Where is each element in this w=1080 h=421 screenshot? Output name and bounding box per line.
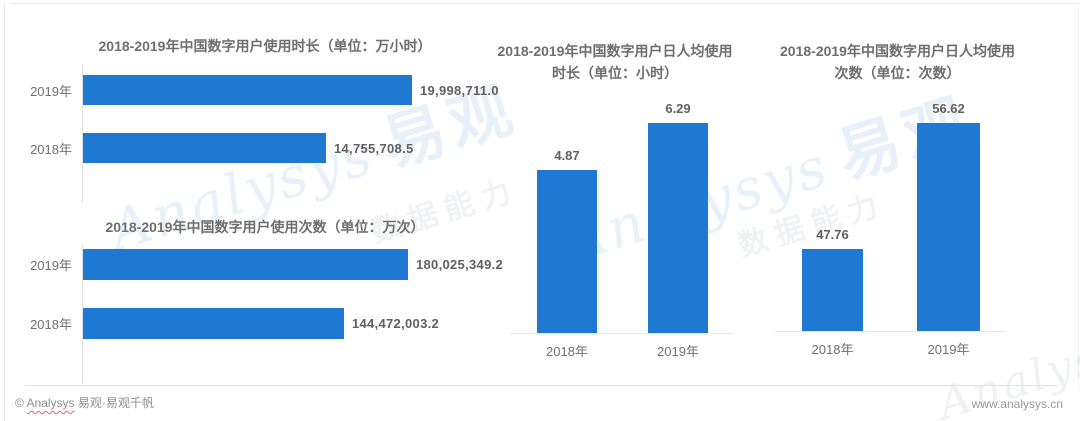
chart-title-line2: 次数（单位：次数）: [834, 65, 961, 81]
top-border-line: [10, 3, 1080, 4]
chart-title: 2018-2019年中国数字用户日人均使用 时长（单位：小时）: [495, 28, 735, 84]
x-axis-label-2018: 2018年: [546, 344, 588, 359]
value-label: 19,998,711.0: [420, 82, 499, 98]
brand-name: Analysys: [26, 396, 75, 410]
y-axis-line: [82, 64, 83, 202]
category-label: 2018年: [30, 141, 72, 157]
bar-2018: [83, 133, 326, 163]
chart-title-line1: 2018-2019年中国数字用户日人均使用: [497, 43, 733, 59]
footer-divider-line: [25, 385, 1058, 386]
bar-2018: [537, 170, 597, 333]
chart-daily-count: 2018-2019年中国数字用户日人均使用 次数（单位：次数） 47.76 56…: [755, 28, 1040, 368]
chart-title: 2018-2019年中国数字用户使用次数（单位：万次）: [105, 219, 425, 235]
category-label: 2019年: [30, 258, 72, 273]
bar-row-2019: 2019年 180,025,349.2: [15, 249, 515, 280]
bar-2019: [648, 123, 708, 333]
bar-row-2018: 2018年 14,755,708.5: [15, 133, 515, 163]
bar-row-2019: 2019年 19,998,711.0: [15, 75, 515, 105]
bar-2019: [83, 249, 408, 280]
plot-area: 47.76 56.62: [775, 96, 1005, 332]
category-label: 2019年: [30, 83, 72, 99]
chart-usage-hours: 2018-2019年中国数字用户使用时长（单位：万小时） 2019年 19,99…: [15, 28, 515, 202]
chart-title-line2: 时长（单位：小时）: [552, 65, 678, 81]
value-label: 14,755,708.5: [334, 140, 414, 156]
copyright-symbol: ©: [15, 396, 24, 410]
x-axis-label-2019: 2019年: [927, 342, 970, 357]
website-url: www.analysys.cn: [971, 397, 1063, 411]
chart-title: 2018-2019年中国数字用户日人均使用 次数（单位：次数）: [755, 28, 1040, 84]
bar-column-2019: 56.62: [917, 96, 980, 331]
value-label: 47.76: [816, 227, 849, 242]
x-axis-label-2018: 2018年: [811, 342, 854, 357]
category-label: 2018年: [30, 317, 72, 332]
left-border-line: [4, 3, 5, 421]
bar-column-2018: 47.76: [802, 96, 863, 331]
chart-daily-hours: 2018-2019年中国数字用户日人均使用 时长（单位：小时） 4.87 6.2…: [495, 28, 735, 368]
bar-2018: [802, 249, 863, 331]
bar-column-2018: 4.87: [537, 98, 597, 333]
copyright-text: © Analysys 易观·易观千帆: [15, 394, 154, 411]
bar-2018: [83, 308, 344, 339]
value-label: 144,472,003.2: [352, 316, 440, 331]
value-label: 180,025,349.2: [416, 257, 504, 272]
bar-2019: [917, 123, 980, 331]
bar-2019: [83, 75, 412, 105]
value-label: 6.29: [665, 101, 691, 116]
value-label: 56.62: [932, 101, 965, 116]
right-border-line: [1078, 3, 1079, 391]
value-label: 4.87: [554, 148, 580, 163]
chart-usage-count: 2018-2019年中国数字用户使用次数（单位：万次） 2019年 180,02…: [15, 205, 515, 383]
x-axis-label-2019: 2019年: [657, 344, 699, 359]
chart-title: 2018-2019年中国数字用户使用时长（单位：万小时）: [98, 38, 432, 54]
y-axis-line: [82, 245, 83, 383]
plot-area: 4.87 6.29: [510, 98, 733, 334]
bar-row-2018: 2018年 144,472,003.2: [15, 308, 515, 339]
chart-title-line1: 2018-2019年中国数字用户日人均使用: [780, 43, 1015, 59]
bar-column-2019: 6.29: [648, 98, 708, 333]
brand-suffix: 易观·易观千帆: [74, 396, 154, 410]
